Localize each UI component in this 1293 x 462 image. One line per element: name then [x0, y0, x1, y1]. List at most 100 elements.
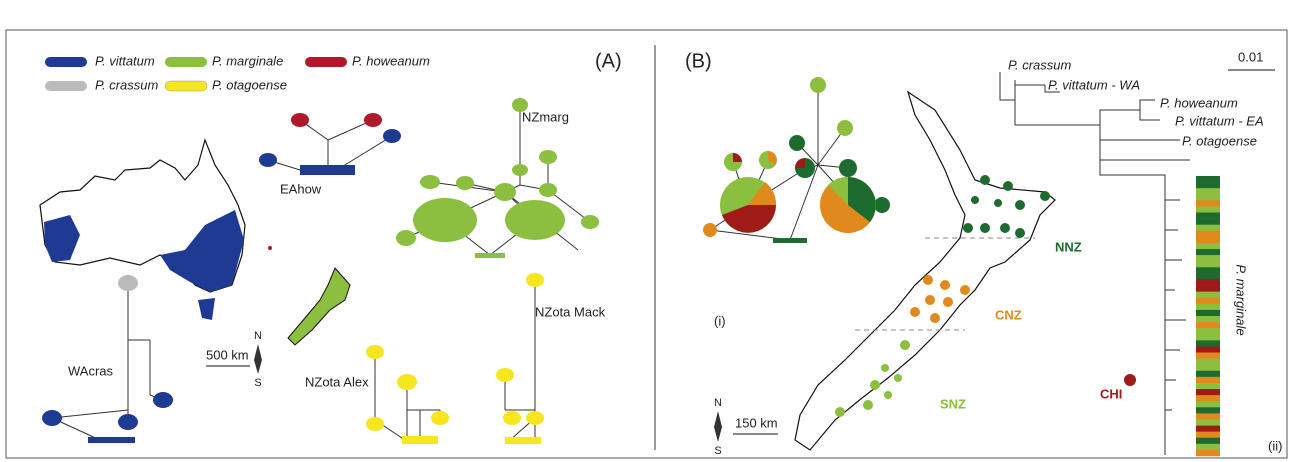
panel-label: (A) — [595, 50, 622, 72]
taxon-label: P. howeanum — [1160, 95, 1238, 110]
strip-cell — [1196, 188, 1220, 195]
strip-cell — [1196, 419, 1220, 426]
clade-label: P. marginale — [1234, 264, 1249, 335]
tree-scale-label: 0.01 — [1238, 49, 1263, 64]
strip-cell — [1196, 401, 1220, 408]
strip-cell — [1196, 334, 1220, 341]
legend: P. vittatum P. marginale P. howeanum P. … — [45, 53, 430, 92]
range — [160, 210, 244, 292]
strip-cell — [1196, 212, 1220, 219]
tree-label: (ii) — [1268, 438, 1282, 453]
node — [118, 275, 138, 291]
strip-cell — [1196, 376, 1220, 384]
strip-cell — [1196, 437, 1220, 445]
strip-cell — [1196, 431, 1220, 439]
taxon-label: P. vittatum - EA — [1175, 113, 1264, 128]
swatch — [45, 81, 87, 91]
strip-cell — [1196, 285, 1220, 292]
strip-cell — [1196, 352, 1220, 359]
nz-map — [794, 90, 1056, 451]
taxon-label: P. vittatum - WA — [1048, 77, 1140, 92]
compass — [714, 411, 722, 442]
strip-cell — [1196, 413, 1220, 420]
tree — [999, 72, 1190, 455]
panel-label: (B) — [685, 50, 712, 72]
taxon-label: P. otagoense — [1182, 133, 1257, 148]
strip-cell — [1196, 309, 1220, 317]
node — [88, 437, 135, 443]
swatch — [164, 80, 208, 92]
strip-cell — [1196, 273, 1220, 280]
scale-label: 500 km — [206, 347, 249, 362]
strip-cell — [1196, 303, 1220, 311]
compass — [254, 344, 262, 374]
strip-cell — [1196, 200, 1220, 207]
region-label: SNZ — [940, 396, 966, 411]
network — [51, 283, 164, 441]
node — [42, 410, 62, 426]
strip-cell — [1196, 449, 1220, 457]
nodes — [366, 345, 449, 444]
strip-cell — [1196, 316, 1220, 323]
range — [198, 298, 215, 320]
swatch — [305, 57, 347, 67]
strip-cell — [1196, 255, 1220, 262]
pie-nodes — [703, 77, 890, 243]
strip-cell — [1196, 224, 1220, 232]
south: S — [714, 445, 721, 457]
legend-label: P. otagoense — [212, 77, 287, 92]
strip-cell — [1196, 236, 1220, 244]
strip-cell — [1196, 370, 1220, 378]
legend-label: P. howeanum — [352, 53, 430, 68]
region-label: NNZ — [1055, 239, 1082, 254]
scale-label: 150 km — [735, 415, 778, 430]
frame — [5, 29, 1288, 459]
node — [259, 153, 277, 167]
range — [44, 215, 80, 262]
island — [268, 246, 272, 250]
region-label: CNZ — [995, 307, 1022, 322]
strip-cell — [1196, 267, 1220, 274]
strip-cell — [1196, 218, 1220, 225]
legend-label: P. vittatum — [95, 53, 155, 68]
network — [267, 119, 393, 171]
south: S — [254, 377, 261, 389]
strip-cell — [1196, 230, 1220, 238]
strip-cell — [1196, 176, 1220, 183]
strip-cell — [1196, 291, 1220, 299]
strip-cell — [1196, 382, 1220, 390]
node — [364, 113, 382, 127]
strip-cell — [1196, 407, 1220, 414]
node — [300, 165, 355, 175]
network-label: NZota Alex — [305, 374, 369, 389]
strip-cell — [1196, 425, 1220, 432]
strip-cell — [1196, 322, 1220, 329]
strip-cell — [1196, 279, 1220, 286]
strip-cell — [1196, 249, 1220, 256]
sites — [835, 175, 1136, 417]
strip-cell — [1196, 297, 1220, 305]
node — [118, 414, 138, 430]
legend-label: P. marginale — [212, 53, 283, 68]
nodes — [396, 98, 599, 258]
node — [291, 113, 309, 127]
node — [383, 129, 401, 143]
strip-cell — [1196, 340, 1220, 347]
legend-label: P. crassum — [95, 77, 159, 92]
region-strip — [1196, 176, 1220, 457]
strip-cell — [1196, 194, 1220, 201]
strip-cell — [1196, 261, 1220, 268]
nz-map — [287, 267, 351, 346]
network-label: NZota Mack — [535, 304, 606, 319]
strip-cell — [1196, 206, 1220, 213]
strip-cell — [1196, 364, 1220, 372]
strip-cell — [1196, 328, 1220, 335]
network-label: WAcras — [68, 363, 114, 378]
strip-cell — [1196, 346, 1220, 353]
strip-cell — [1196, 242, 1220, 250]
network-label: NZmarg — [522, 109, 569, 124]
region-label: CHI — [1100, 386, 1122, 401]
strip-cell — [1196, 395, 1220, 402]
network — [374, 352, 441, 441]
